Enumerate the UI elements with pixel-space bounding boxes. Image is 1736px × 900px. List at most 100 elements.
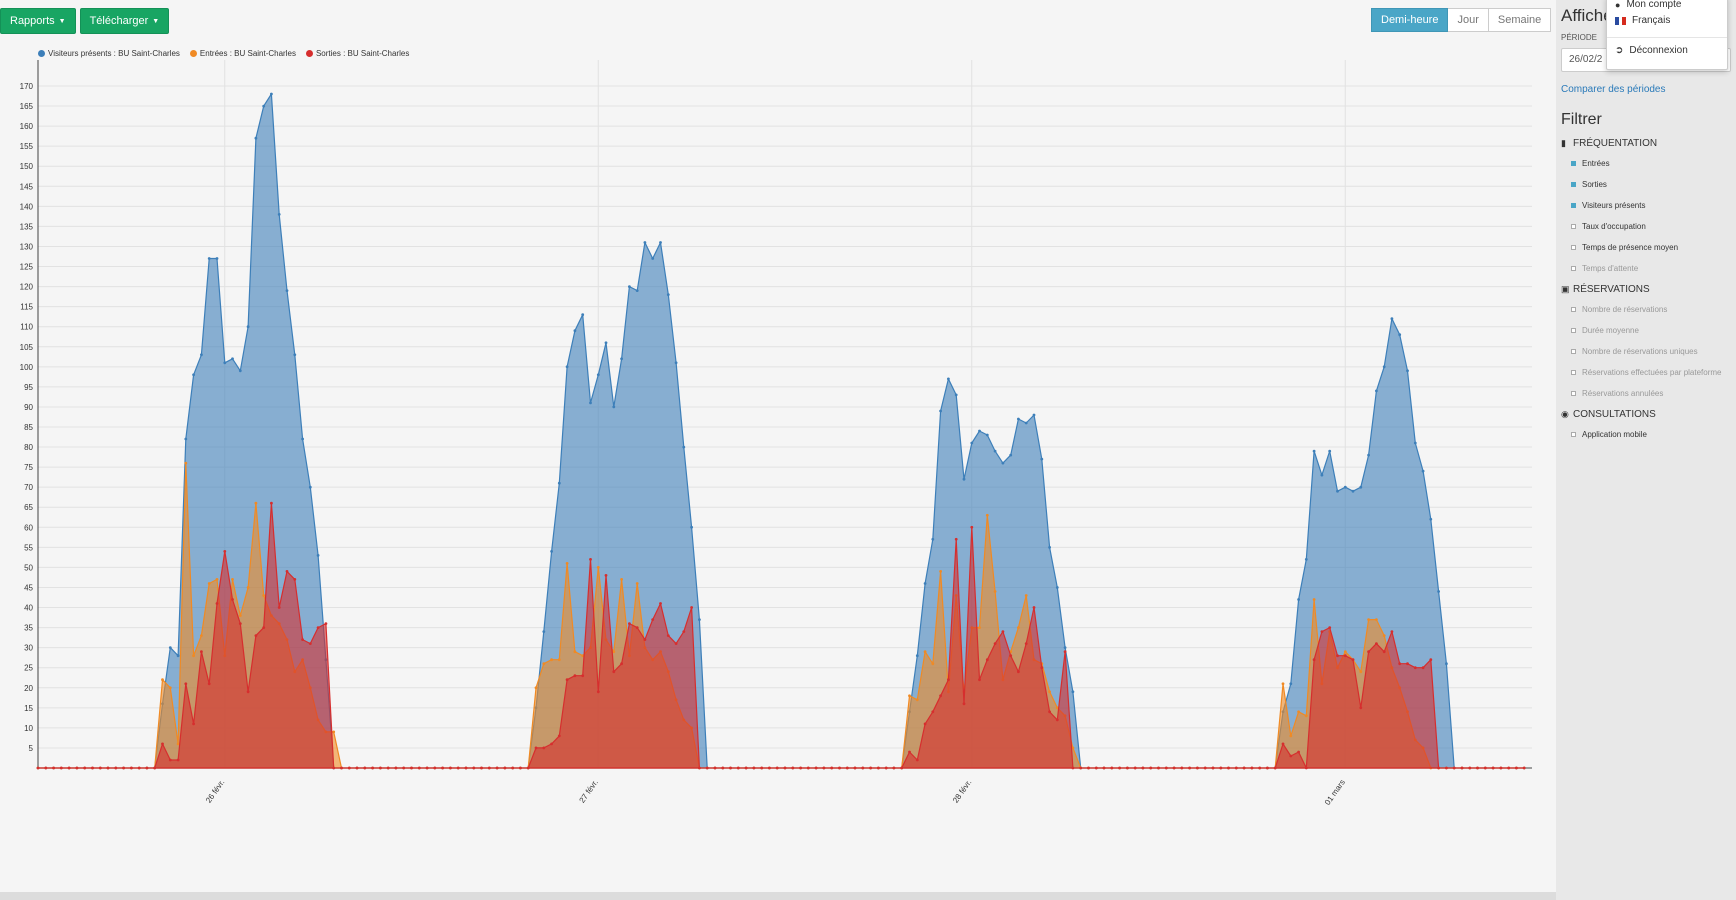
filter-checkbox[interactable]: [1571, 370, 1576, 375]
y-tick-label: 115: [20, 303, 33, 312]
series-visitors-point: [1063, 646, 1067, 649]
series-exits-point: [1398, 662, 1402, 666]
filter-option[interactable]: Réservations annulées: [1571, 388, 1731, 399]
series-visitors-point: [1071, 690, 1075, 694]
filter-option[interactable]: Nombre de réservations: [1571, 304, 1731, 315]
series-visitors-point: [1336, 489, 1339, 493]
filter-option[interactable]: Visiteurs présents: [1571, 200, 1731, 211]
series-visitors-point: [1398, 333, 1402, 337]
series-visitors-point: [666, 293, 670, 296]
filter-option[interactable]: Temps d'attente: [1571, 263, 1731, 274]
filter-option[interactable]: Réservations effectuées par plateforme: [1571, 367, 1731, 378]
granularity-day[interactable]: Jour: [1448, 8, 1489, 32]
filter-checkbox[interactable]: [1571, 349, 1576, 354]
series-exits-point: [1250, 766, 1254, 770]
series-exits-point: [1476, 766, 1479, 770]
language-item[interactable]: Français: [1615, 15, 1670, 26]
y-tick-label: 100: [20, 363, 34, 372]
filter-option[interactable]: Entrées: [1571, 158, 1731, 169]
series-exits-point: [394, 766, 398, 770]
series-exits-point: [308, 642, 312, 645]
download-button[interactable]: Télécharger ▼: [79, 8, 170, 34]
series-entries-point: [254, 501, 258, 505]
series-visitors-point: [1382, 365, 1386, 369]
filter-checkbox[interactable]: [1571, 328, 1576, 333]
filter-checkbox[interactable]: [1571, 432, 1576, 437]
user-badge-icon: ▣: [1561, 284, 1570, 294]
filter-option[interactable]: Temps de présence moyen: [1571, 242, 1731, 253]
download-label: Télécharger: [89, 15, 149, 27]
series-exits-point: [682, 630, 686, 633]
series-entries-point: [1375, 618, 1378, 621]
my-account-item[interactable]: ● Mon compte: [1615, 0, 1681, 10]
series-exits-point: [192, 722, 196, 726]
filter-option-label: Réservations effectuées par plateforme: [1582, 368, 1722, 377]
filter-checkbox[interactable]: [1571, 266, 1576, 271]
series-exits-point: [495, 766, 499, 770]
filter-checkbox[interactable]: [1571, 245, 1576, 250]
series-exits-point: [698, 766, 701, 770]
series-exits-point: [1219, 766, 1223, 770]
series-visitors-point: [1429, 517, 1433, 521]
series-visitors-point: [954, 393, 958, 397]
series-exits-point: [44, 766, 48, 770]
filter-option[interactable]: Durée moyenne: [1571, 325, 1731, 336]
filter-option[interactable]: Sorties: [1571, 179, 1731, 190]
y-tick-label: 70: [24, 483, 33, 492]
series-exits-point: [557, 734, 561, 738]
series-exits-point: [1421, 666, 1425, 670]
series-exits-point: [122, 766, 125, 770]
series-entries-point: [612, 650, 616, 654]
filter-checkbox[interactable]: [1571, 182, 1576, 187]
series-exits-point: [1188, 766, 1191, 770]
y-tick-label: 120: [20, 283, 34, 292]
series-visitors-point: [192, 373, 196, 377]
eye-icon: ◉: [1561, 409, 1569, 419]
filter-option[interactable]: Nombre de réservations uniques: [1571, 346, 1731, 357]
filter-option[interactable]: Application mobile: [1571, 429, 1731, 440]
filter-checkbox[interactable]: [1571, 391, 1576, 396]
series-exits-point: [604, 574, 608, 577]
filter-option[interactable]: Taux d'occupation: [1571, 221, 1731, 232]
series-exits-point: [814, 766, 818, 770]
series-exits-point: [1351, 658, 1355, 662]
series-exits-point: [238, 622, 242, 625]
series-exits-point: [1172, 766, 1176, 770]
y-tick-label: 170: [20, 82, 34, 91]
series-exits-point: [1515, 766, 1518, 770]
series-exits-point: [1242, 766, 1246, 770]
series-entries-point: [534, 686, 538, 690]
granularity-half-hour[interactable]: Demi-heure: [1371, 8, 1449, 32]
series-exits-point: [853, 766, 857, 770]
series-exits-point: [589, 558, 592, 561]
y-tick-label: 60: [24, 523, 33, 532]
series-exits-point: [59, 766, 63, 770]
series-visitors-point: [962, 477, 966, 481]
granularity-week[interactable]: Semaine: [1488, 8, 1552, 32]
series-visitors-point: [168, 646, 172, 649]
filter-checkbox[interactable]: [1571, 161, 1576, 166]
series-exits-point: [441, 766, 444, 770]
series-exits-point: [130, 766, 133, 770]
series-exits-point: [1258, 766, 1262, 770]
logout-item[interactable]: ➲ Déconnexion: [1615, 45, 1688, 56]
reports-button[interactable]: Rapports ▼: [0, 8, 76, 34]
series-visitors-point: [200, 353, 203, 357]
series-exits-point: [1297, 750, 1300, 754]
filter-checkbox[interactable]: [1571, 203, 1576, 208]
series-visitors-point: [1297, 598, 1300, 601]
filter-checkbox[interactable]: [1571, 224, 1576, 229]
series-visitors-point: [604, 341, 608, 345]
series-exits-point: [1009, 654, 1013, 658]
legend-item-exits[interactable]: Sorties : BU Saint-Charles: [305, 49, 409, 58]
filter-checkbox[interactable]: [1571, 307, 1576, 312]
legend-item-entries[interactable]: Entrées : BU Saint-Charles: [189, 49, 296, 58]
series-exits-point: [659, 602, 662, 605]
legend-item-visitors[interactable]: Visiteurs présents : BU Saint-Charles: [38, 49, 180, 58]
series-visitors-point: [1375, 389, 1378, 393]
horizontal-scrollbar[interactable]: [0, 892, 1556, 900]
legend-dot: [189, 50, 197, 57]
series-entries-point: [1048, 690, 1051, 694]
compare-periods-link[interactable]: Comparer des périodes: [1561, 84, 1666, 95]
series-visitors-point: [1437, 590, 1440, 593]
